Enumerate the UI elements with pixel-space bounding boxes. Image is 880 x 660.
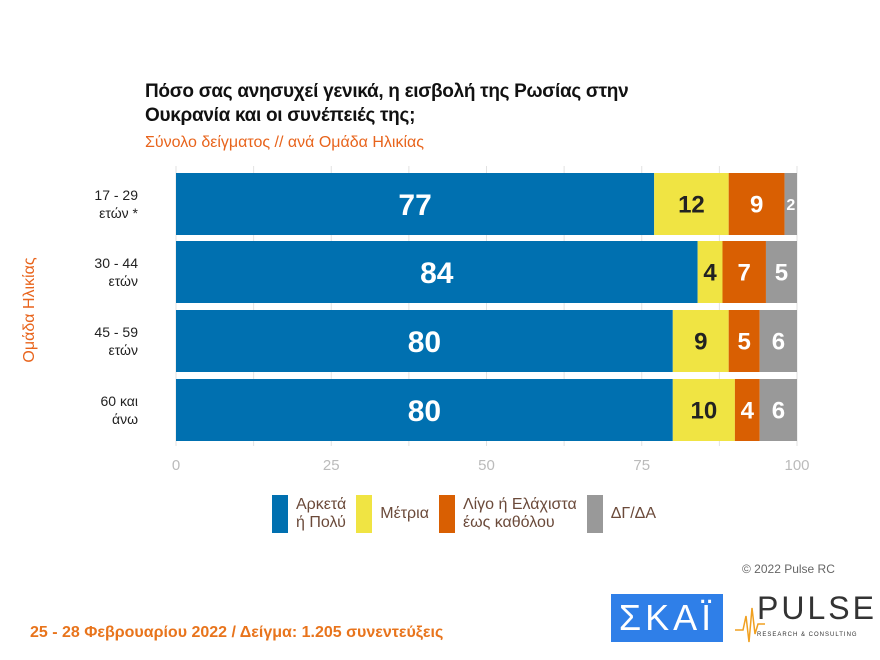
category-label: ετών * bbox=[99, 205, 138, 221]
legend-item: Μέτρια bbox=[356, 495, 429, 533]
bar-segment bbox=[765, 241, 797, 303]
chart-subtitle: Σύνολο δείγματος // ανά Ομάδα Ηλικίας bbox=[145, 134, 424, 151]
bar-segment bbox=[672, 310, 729, 372]
legend: Αρκετά ή Πολύ Μέτρια Λίγο ή Ελάχιστα έως καθ… bbox=[272, 495, 660, 533]
category-label: 17 - 29 bbox=[94, 187, 138, 203]
bar-segment bbox=[722, 241, 766, 303]
category-label: 30 - 44 bbox=[94, 255, 138, 271]
bar-segment bbox=[728, 173, 785, 235]
copyright: © 2022 Pulse RC bbox=[742, 562, 835, 576]
legend-swatch bbox=[438, 495, 455, 533]
bar-segment bbox=[759, 310, 797, 372]
legend-swatch bbox=[586, 495, 603, 533]
data-label: 80 bbox=[408, 395, 441, 428]
x-tick-label: 100 bbox=[784, 457, 809, 474]
bar-segment bbox=[176, 310, 673, 372]
legend-swatch bbox=[356, 495, 373, 533]
data-label: 77 bbox=[398, 189, 431, 222]
legend-item: Αρκετά ή Πολύ bbox=[272, 495, 346, 533]
data-label: 84 bbox=[420, 257, 454, 290]
x-tick-label: 0 bbox=[172, 457, 180, 474]
data-label: 10 bbox=[690, 398, 717, 425]
legend-label: Μέτρια bbox=[380, 505, 429, 522]
data-label: 80 bbox=[408, 326, 441, 359]
legend-label: ΔΓ/ΔΑ bbox=[610, 505, 657, 522]
title-line: Ουκρανία και οι συνέπειές της; bbox=[145, 105, 416, 126]
data-label: 12 bbox=[678, 192, 705, 219]
bar-segment bbox=[176, 241, 698, 303]
category-label: ετών bbox=[108, 342, 138, 358]
data-label: 7 bbox=[738, 260, 751, 287]
bar-segment bbox=[759, 379, 797, 441]
data-label: 2 bbox=[786, 197, 795, 214]
legend-swatch bbox=[272, 495, 288, 533]
legend-item: ΔΓ/ΔΑ bbox=[586, 495, 657, 533]
data-label: 4 bbox=[703, 260, 717, 287]
bar-segment bbox=[697, 241, 723, 303]
category-label: 60 και bbox=[101, 393, 139, 409]
bar-segment bbox=[176, 379, 673, 441]
bar-segment bbox=[734, 379, 760, 441]
legend-label: Λίγο ή Ελάχιστα έως καθόλου bbox=[462, 496, 577, 531]
data-label: 6 bbox=[772, 329, 785, 356]
bar-segment bbox=[672, 379, 735, 441]
data-label: 4 bbox=[741, 398, 755, 425]
bar-segment bbox=[176, 173, 655, 235]
category-label: άνω bbox=[112, 411, 138, 427]
pulse-logo: PULSE RESEARCH & CONSULTING bbox=[735, 590, 874, 644]
x-tick-label: 75 bbox=[633, 457, 650, 474]
bar-segment bbox=[784, 173, 797, 235]
data-label: 5 bbox=[738, 329, 751, 356]
data-label: 9 bbox=[694, 329, 707, 356]
x-tick-label: 50 bbox=[478, 457, 495, 474]
x-tick-label: 25 bbox=[323, 457, 340, 474]
legend-label: Αρκετά ή Πολύ bbox=[296, 496, 347, 531]
title-line: Πόσο σας ανησυχεί γενικά, η εισβολή της … bbox=[145, 81, 629, 102]
data-label: 9 bbox=[750, 192, 763, 219]
data-label: 6 bbox=[772, 398, 785, 425]
data-label: 5 bbox=[775, 260, 788, 287]
bar-segment bbox=[654, 173, 729, 235]
skai-logo: ΣΚΑΪ bbox=[611, 594, 723, 642]
footer-note: 25 - 28 Φεβρουαρίου 2022 / Δείγμα: 1.205… bbox=[30, 624, 444, 641]
category-label: 45 - 59 bbox=[94, 324, 138, 340]
legend-item: Λίγο ή Ελάχιστα έως καθόλου bbox=[438, 495, 577, 533]
bar-segment bbox=[728, 310, 760, 372]
category-label: ετών bbox=[108, 273, 138, 289]
chart-title: Πόσο σας ανησυχεί γενικά, η εισβολή της … bbox=[145, 80, 629, 128]
